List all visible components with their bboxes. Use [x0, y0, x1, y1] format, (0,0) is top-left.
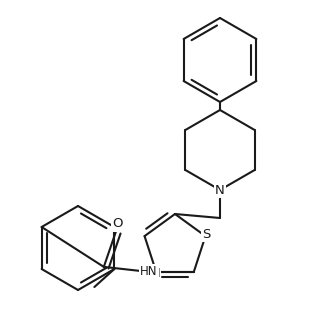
Text: N: N: [215, 183, 225, 196]
Text: O: O: [113, 217, 123, 230]
Text: HN: HN: [140, 265, 158, 278]
Text: N: N: [150, 267, 160, 280]
Text: S: S: [202, 228, 210, 241]
